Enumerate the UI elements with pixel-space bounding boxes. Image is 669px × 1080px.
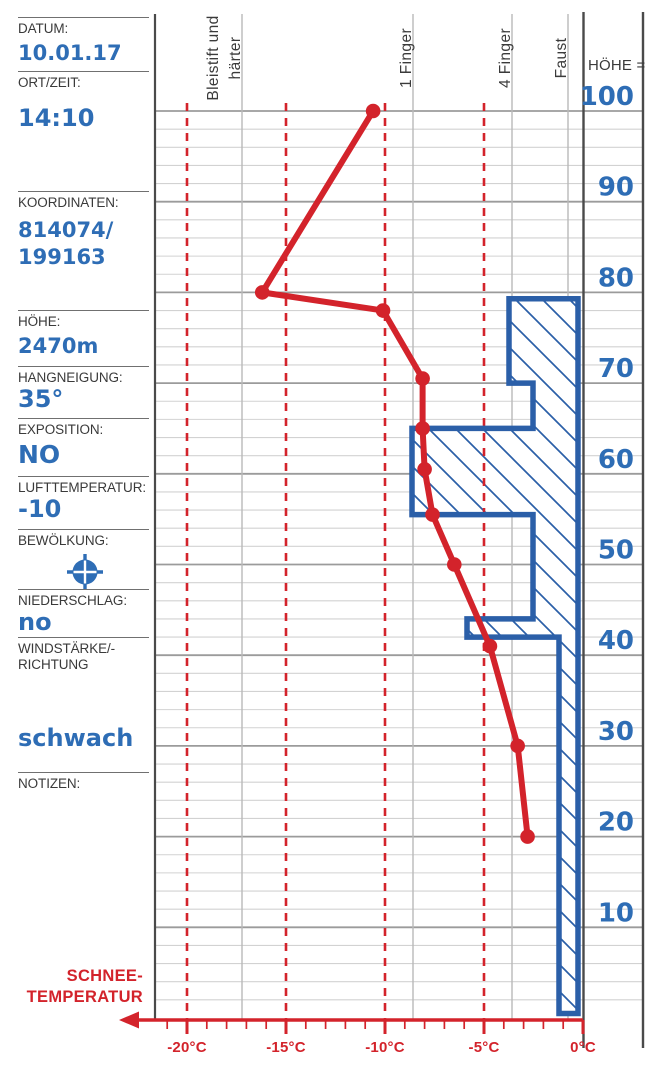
field-value: -10 bbox=[18, 495, 62, 523]
field-value: 14:10 bbox=[18, 104, 95, 132]
temperature-point bbox=[417, 461, 432, 477]
field-niederschlag: NIEDERSCHLAG: no bbox=[18, 589, 149, 636]
field-label: EXPOSITION: bbox=[18, 422, 104, 437]
field-exposition: EXPOSITION: NO bbox=[18, 418, 149, 468]
height-tick-label: 30 bbox=[598, 717, 634, 747]
field-hangneigung: HANGNEIGUNG: 35° bbox=[18, 366, 149, 413]
temp-tick-label: 0°C bbox=[570, 1039, 596, 1056]
temperature-point bbox=[415, 421, 430, 436]
field-label: LUFTTEMPERATUR: bbox=[18, 480, 147, 495]
field-value: 199163 bbox=[18, 245, 106, 269]
field-windstaerke: WINDSTÄRKE/- RICHTUNG schwach bbox=[18, 637, 149, 752]
temperature-point bbox=[375, 303, 391, 318]
axis-arrow-left-icon bbox=[119, 1011, 139, 1029]
height-tick-label: 50 bbox=[598, 536, 634, 566]
field-value: 35° bbox=[18, 385, 64, 413]
height-tick-label: 40 bbox=[598, 626, 634, 656]
temperature-point bbox=[482, 638, 498, 654]
field-value: NO bbox=[18, 440, 61, 469]
height-tick-label: 100 bbox=[580, 82, 634, 112]
field-label: HANGNEIGUNG: bbox=[18, 370, 123, 385]
field-bewoelkung: BEWÖLKUNG: bbox=[18, 529, 149, 591]
hardness-label: Bleistift und bbox=[205, 15, 222, 100]
temperature-point bbox=[365, 103, 381, 119]
snow-temp-line2: TEMPERATUR bbox=[26, 988, 143, 1006]
field-label: NOTIZEN: bbox=[18, 776, 81, 791]
hardness-label: 4 Finger bbox=[497, 28, 514, 88]
field-label: BEWÖLKUNG: bbox=[18, 533, 109, 548]
snow-temp-line1: SCHNEE- bbox=[66, 967, 143, 985]
temperature-point bbox=[254, 285, 270, 300]
field-koordinaten: KOORDINATEN: 814074/ 199163 bbox=[18, 191, 149, 271]
field-value: no bbox=[18, 608, 52, 636]
field-hoehe: HÖHE: 2470m bbox=[18, 310, 149, 360]
temperature-point bbox=[415, 371, 430, 386]
field-label: RICHTUNG bbox=[18, 657, 89, 672]
hardness-profile-fill bbox=[412, 298, 578, 1014]
hardness-label: 1 Finger bbox=[398, 28, 415, 88]
temperature-point bbox=[447, 557, 462, 572]
field-label: WINDSTÄRKE/- bbox=[18, 641, 116, 656]
metadata-sidebar: DATUM: 10.01.17 ORT/ZEIT: 14:10 KOORDINA… bbox=[0, 0, 152, 1080]
field-label: DATUM: bbox=[18, 21, 69, 36]
height-tick-label: 10 bbox=[598, 898, 634, 928]
temp-tick-label: -20°C bbox=[167, 1039, 207, 1056]
cloud-cover-icon bbox=[67, 554, 103, 590]
height-tick-label: 20 bbox=[598, 808, 634, 838]
temp-tick-label: -5°C bbox=[469, 1039, 500, 1056]
height-axis-title: HÖHE = bbox=[588, 56, 646, 74]
temperature-point bbox=[520, 829, 535, 844]
height-tick-label: 90 bbox=[598, 173, 634, 203]
field-label: ORT/ZEIT: bbox=[18, 75, 81, 90]
height-tick-label: 60 bbox=[598, 445, 634, 475]
field-label: HÖHE: bbox=[18, 314, 61, 329]
field-label: KOORDINATEN: bbox=[18, 195, 119, 210]
hardness-label: Faust bbox=[553, 37, 570, 78]
field-notizen: NOTIZEN: bbox=[18, 772, 149, 795]
height-tick-label: 80 bbox=[598, 263, 634, 293]
field-label: NIEDERSCHLAG: bbox=[18, 593, 127, 608]
field-value: schwach bbox=[18, 724, 134, 752]
hardness-label: härter bbox=[227, 37, 244, 80]
temp-tick-label: -15°C bbox=[266, 1039, 306, 1056]
height-tick-label: 70 bbox=[598, 354, 634, 384]
temperature-point bbox=[510, 738, 525, 754]
field-datum: DATUM: 10.01.17 bbox=[18, 17, 149, 67]
temp-tick-label: -10°C bbox=[365, 1039, 405, 1056]
temp-axis: -20°C -15°C -10°C -5°C 0°C bbox=[119, 1011, 596, 1056]
field-value: 10.01.17 bbox=[18, 41, 122, 65]
snow-temperature-axis-title: SCHNEE- TEMPERATUR bbox=[0, 966, 143, 1008]
field-lufttemperatur: LUFTTEMPERATUR: -10 bbox=[18, 476, 149, 523]
field-ort-zeit: ORT/ZEIT: 14:10 bbox=[18, 71, 149, 132]
field-value: 2470m bbox=[18, 334, 99, 358]
hardness-profile bbox=[409, 295, 581, 1017]
temperature-point bbox=[425, 507, 440, 522]
field-value: 814074/ bbox=[18, 218, 114, 242]
